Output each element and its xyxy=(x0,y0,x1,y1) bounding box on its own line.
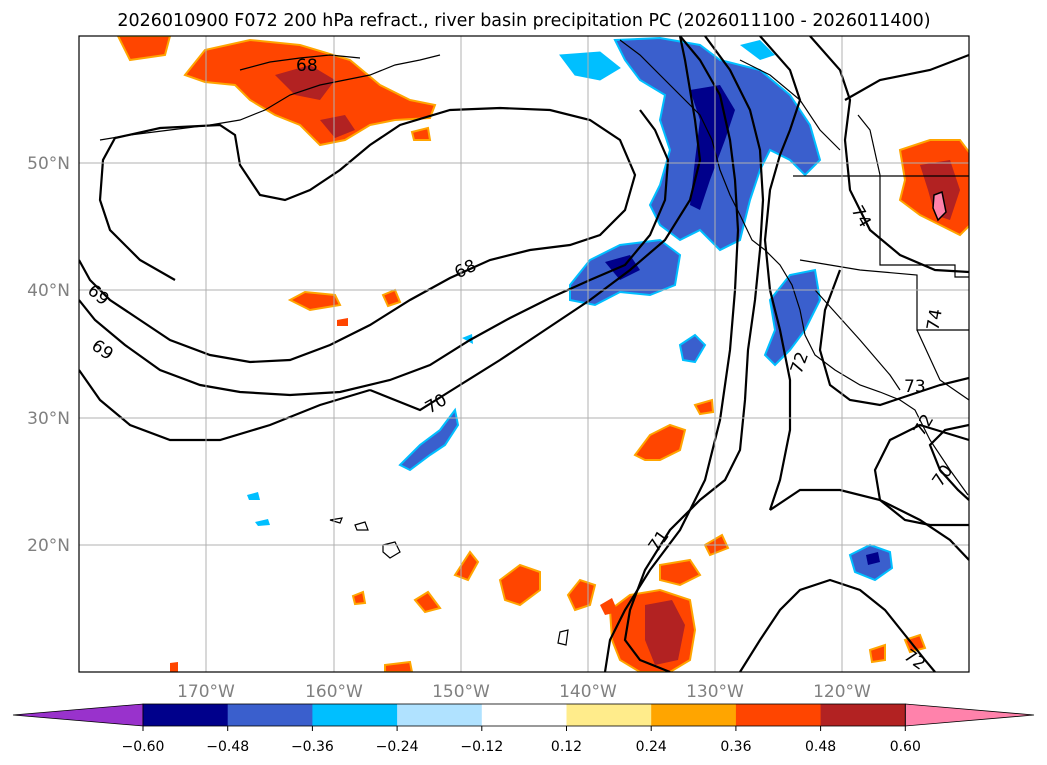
lon-label-160w: 160°W xyxy=(305,682,363,702)
colorbar-segments xyxy=(12,703,1035,727)
colorbar-tick-label: −0.24 xyxy=(376,739,419,755)
colorbar-segment xyxy=(566,704,652,726)
map-title: 2026010900 F072 200 hPa refract., river … xyxy=(117,11,930,31)
lat-label-20n: 20°N xyxy=(27,536,70,556)
colorbar-segment xyxy=(312,704,398,726)
colorbar-tick-label: 0.24 xyxy=(636,739,667,755)
colorbar-segment xyxy=(481,704,567,726)
colorbar-segment xyxy=(143,704,229,726)
colorbar-segment xyxy=(820,704,906,726)
colorbar-frame xyxy=(142,703,906,727)
colorbar-tick-label: −0.12 xyxy=(460,739,503,755)
colorbar-segment xyxy=(227,704,313,726)
colorbar-tick-label: −0.60 xyxy=(122,739,165,755)
contour-label: 68 xyxy=(296,56,318,76)
lon-label-150w: 150°W xyxy=(432,682,490,702)
colorbar-tick-label: 0.12 xyxy=(551,739,582,755)
map-panel: 68 68 69 69 70 71 72 72 73 74 74 70 72 xyxy=(78,35,970,675)
contour-label: 74 xyxy=(923,307,946,332)
longitude-labels: 170°W 160°W 150°W 140°W 130°W 120°W xyxy=(177,682,871,702)
colorbar-tick-label: 0.48 xyxy=(805,739,836,755)
lon-label-140w: 140°W xyxy=(559,682,617,702)
colorbar-tick-label: −0.36 xyxy=(291,739,334,755)
lat-label-50n: 50°N xyxy=(27,154,70,174)
colorbar: −0.60 −0.48 −0.36 −0.24 −0.12 0.12 0.24 0.36 0.4… xyxy=(12,703,1035,755)
lon-label-130w: 130°W xyxy=(686,682,744,702)
colorbar-segment xyxy=(397,704,483,726)
refractivity-contours xyxy=(79,36,969,672)
colorbar-segment xyxy=(735,704,822,726)
colorbar-segment xyxy=(651,704,737,726)
lat-label-30n: 30°N xyxy=(27,409,70,429)
colorbar-ticks: −0.60 −0.48 −0.36 −0.24 −0.12 0.12 0.24 0.36 0.4… xyxy=(122,726,921,755)
graticule xyxy=(79,36,969,672)
map-frame xyxy=(78,35,970,673)
colorbar-tick-label: 0.60 xyxy=(890,739,921,755)
latitude-labels: 20°N 30°N 40°N 50°N xyxy=(27,154,70,556)
colorbar-extend-low xyxy=(12,703,144,727)
colorbar-tick-label: 0.36 xyxy=(720,739,751,755)
colorbar-extend-high xyxy=(904,703,1035,727)
lon-label-120w: 120°W xyxy=(813,682,871,702)
colorbar-tick-label: −0.48 xyxy=(206,739,249,755)
lat-label-40n: 40°N xyxy=(27,281,70,301)
lon-label-170w: 170°W xyxy=(177,682,235,702)
coastlines xyxy=(99,39,969,646)
contour-label: 73 xyxy=(904,377,926,397)
